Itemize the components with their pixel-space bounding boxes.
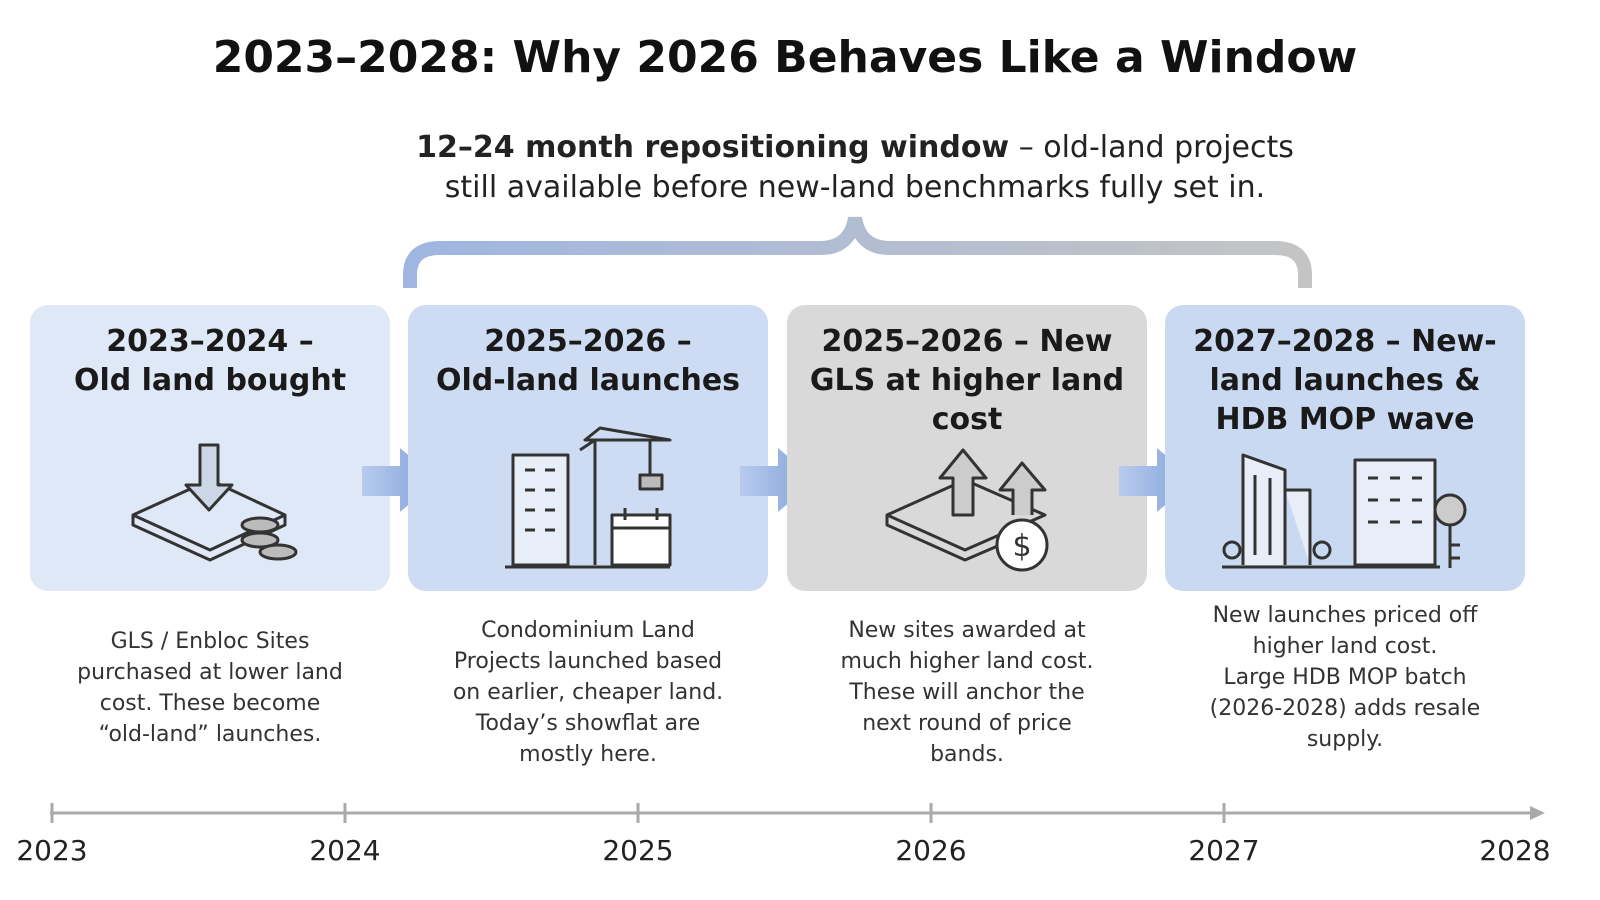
stage-title: land launches & bbox=[1210, 363, 1481, 398]
stage-card bbox=[408, 305, 768, 591]
stage-title: 2023–2024 – bbox=[106, 324, 313, 359]
stage-card bbox=[787, 305, 1147, 591]
stage-description: Today’s showflat are bbox=[475, 711, 700, 736]
stage-title: cost bbox=[932, 402, 1003, 437]
stage-description: higher land cost. bbox=[1253, 634, 1438, 659]
stage-title: HDB MOP wave bbox=[1216, 402, 1475, 437]
callout-line: 12–24 month repositioning window – old-l… bbox=[416, 130, 1294, 165]
timeline: 2023 2024 2025 2026 2027 2028 bbox=[16, 803, 1551, 867]
land-icon bbox=[131, 443, 298, 562]
building-crane-icon bbox=[505, 426, 672, 569]
stage-description: bands. bbox=[930, 742, 1004, 767]
stage-title: Old-land launches bbox=[436, 363, 740, 398]
stage-title: GLS at higher land bbox=[810, 363, 1124, 398]
rising-cost-icon: $ bbox=[885, 448, 1049, 572]
stage-description: mostly here. bbox=[519, 742, 657, 767]
title: 2023–2028: Why 2026 Behaves Like a Windo… bbox=[213, 32, 1358, 83]
timeline-year: 2026 bbox=[895, 834, 966, 867]
callout-text: – old-land projects bbox=[1019, 130, 1294, 165]
stage-title: 2025–2026 – New bbox=[821, 324, 1112, 359]
stage-description: purchased at lower land bbox=[77, 660, 343, 685]
stage-description: Projects launched based bbox=[454, 649, 722, 674]
timeline-year: 2024 bbox=[309, 834, 380, 867]
callout-text: still available before new-land benchmar… bbox=[445, 170, 1265, 205]
dollar-sign: $ bbox=[1012, 529, 1031, 564]
timeline-year: 2027 bbox=[1188, 834, 1259, 867]
stage-description: Large HDB MOP batch bbox=[1223, 665, 1466, 690]
stages: 2023–2024 – Old land bought GLS / Enbloc S… bbox=[30, 305, 1525, 767]
stage-description: New sites awarded at bbox=[848, 618, 1086, 643]
stage-description: next round of price bbox=[862, 711, 1072, 736]
timeline-year: 2025 bbox=[602, 834, 673, 867]
towers-key-icon bbox=[1222, 453, 1467, 569]
timeline-year: 2023 bbox=[16, 834, 87, 867]
stage-description: “old-land” launches. bbox=[99, 722, 322, 747]
stage-title: 2027–2028 – New- bbox=[1193, 324, 1497, 359]
icons: $ bbox=[131, 426, 1467, 572]
stage-description: (2026-2028) adds resale bbox=[1210, 696, 1481, 721]
timeline-arrow bbox=[1530, 806, 1545, 820]
stage-description: These will anchor the bbox=[848, 680, 1084, 705]
stage-description: on earlier, cheaper land. bbox=[453, 680, 723, 705]
stage-description: Condominium Land bbox=[481, 618, 695, 643]
stage-description: supply. bbox=[1307, 727, 1383, 752]
stage-title: Old land bought bbox=[74, 363, 346, 398]
stage-description: cost. These become bbox=[100, 691, 321, 716]
stage-description: New launches priced off bbox=[1213, 603, 1479, 628]
callout-emphasis: 12–24 month repositioning window bbox=[416, 130, 1009, 165]
timeline-year: 2028 bbox=[1479, 834, 1550, 867]
stage-description: GLS / Enbloc Sites bbox=[111, 629, 310, 654]
window-bracket bbox=[403, 216, 1312, 288]
stage-title: 2025–2026 – bbox=[484, 324, 691, 359]
stage-description: much higher land cost. bbox=[840, 649, 1093, 674]
